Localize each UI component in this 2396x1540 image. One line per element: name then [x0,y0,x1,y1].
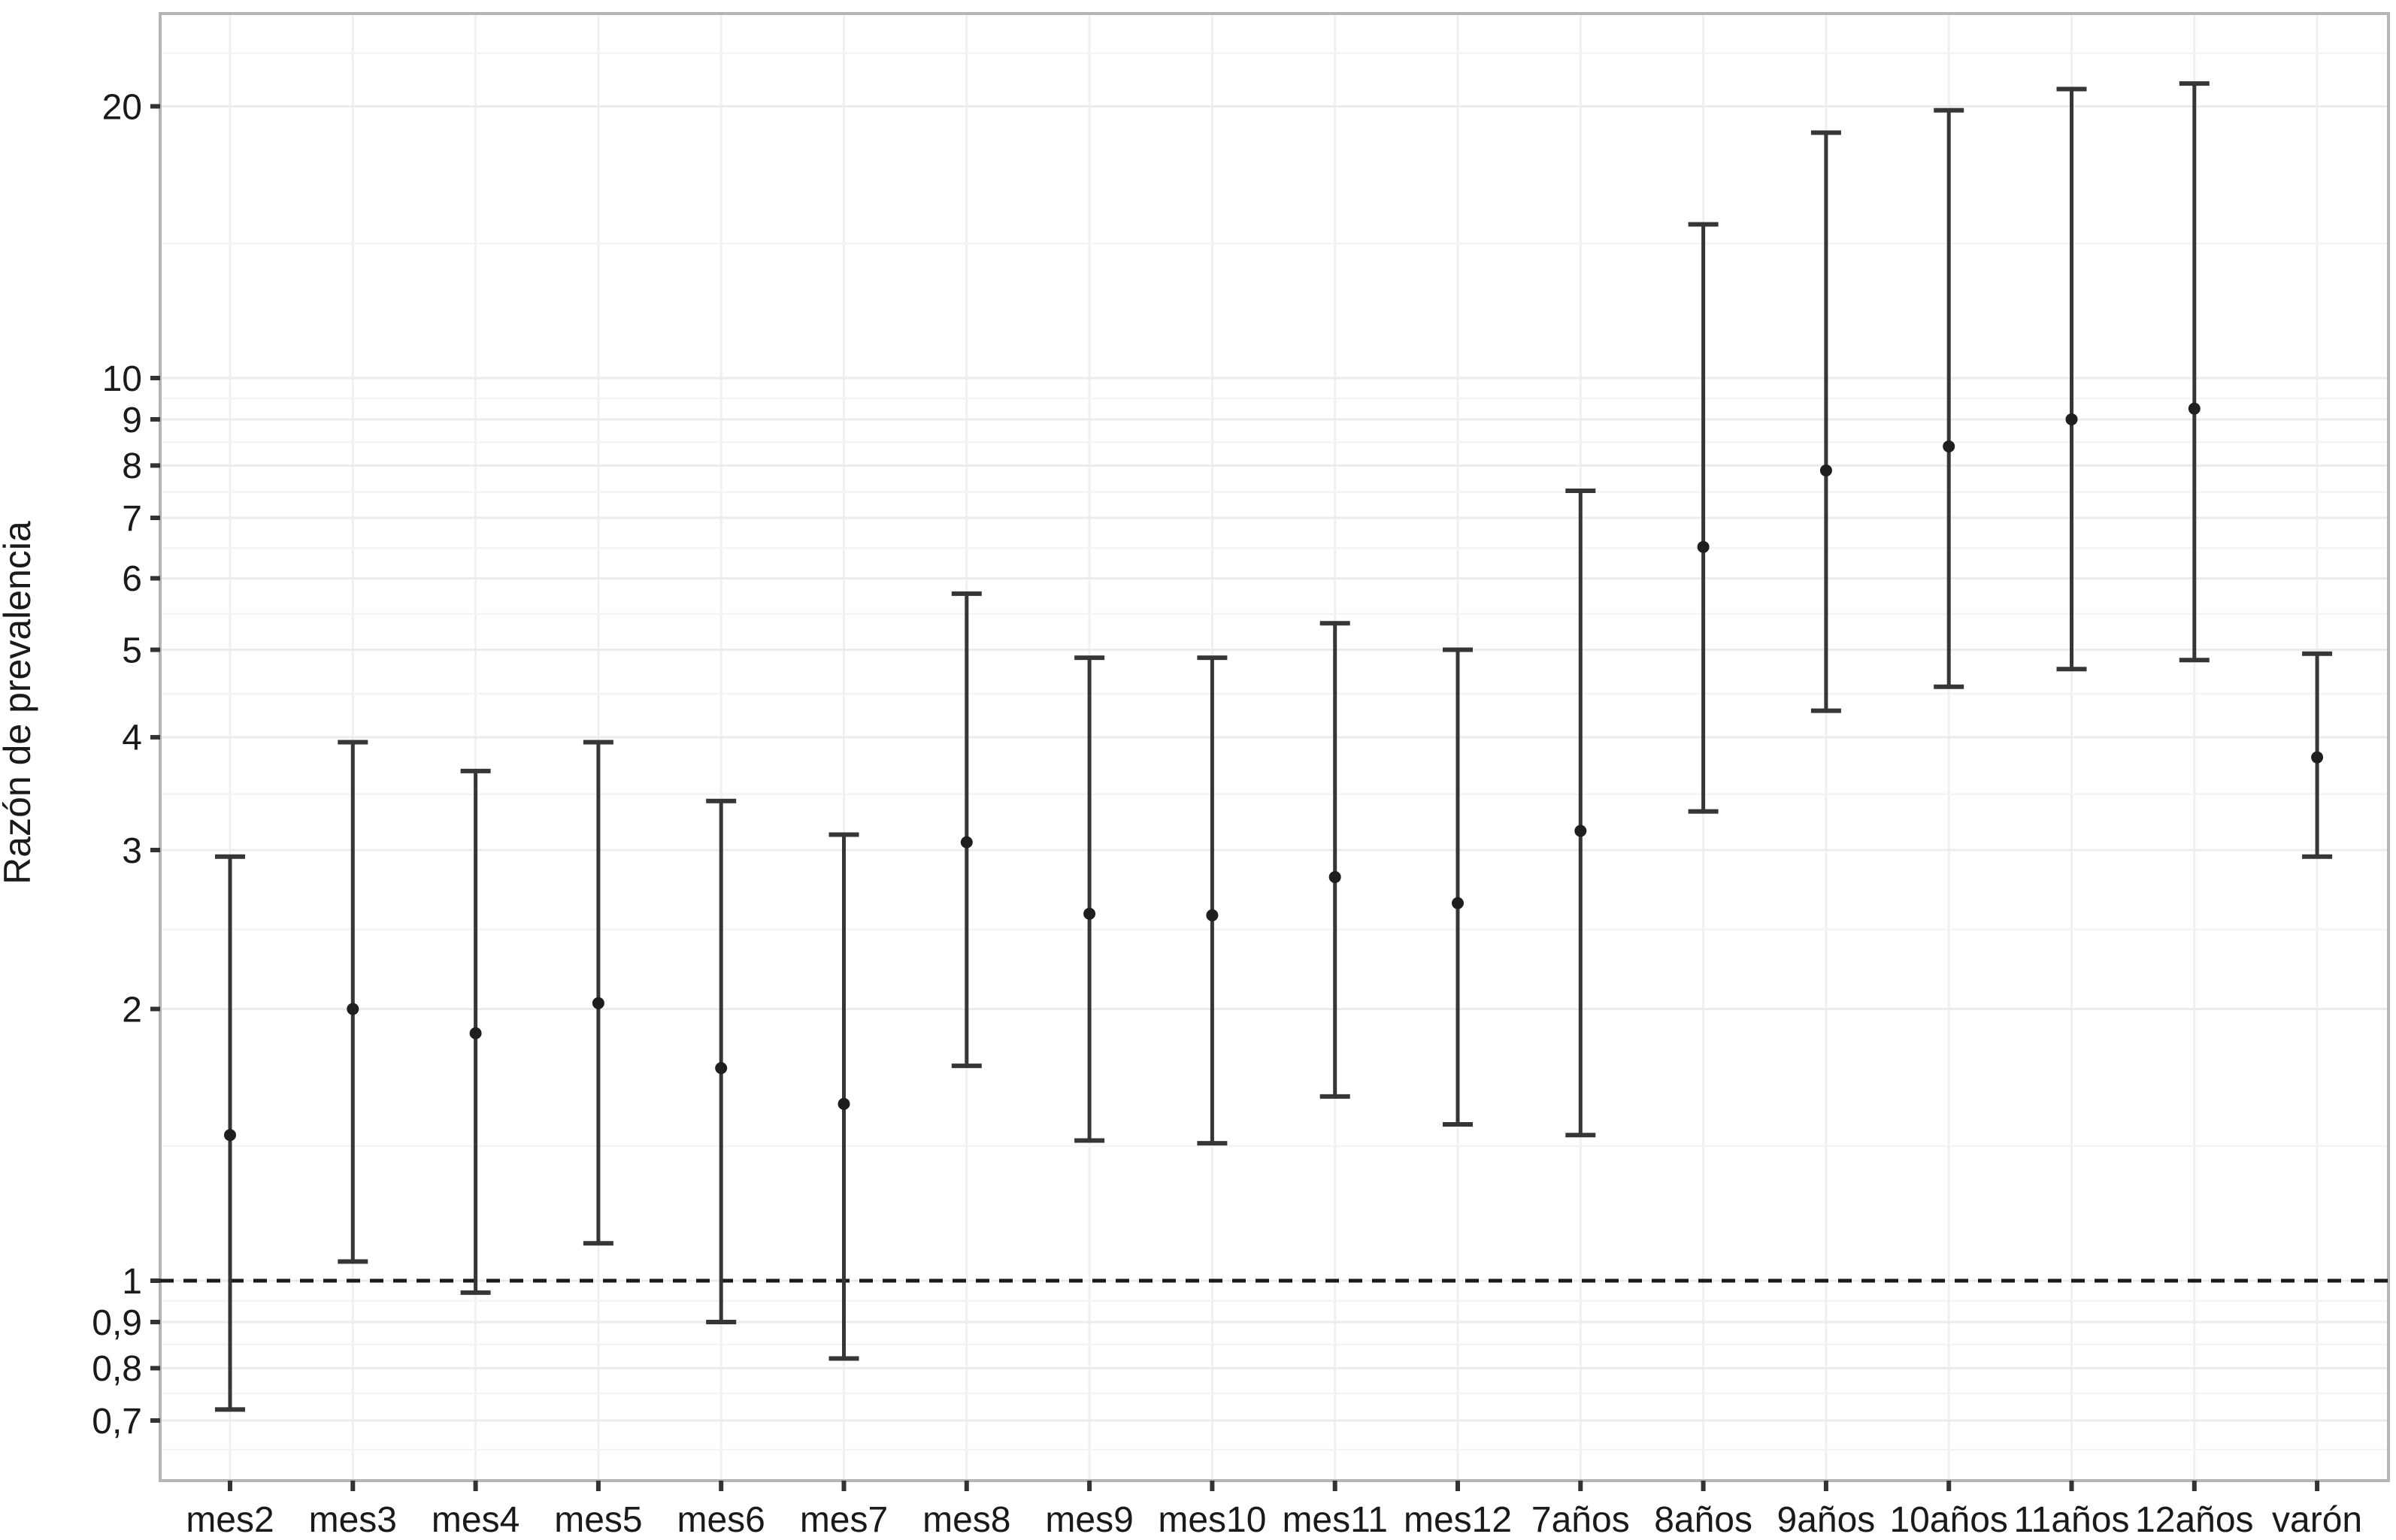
y-tick-label: 20 [102,87,142,127]
point-estimate [838,1097,850,1110]
y-tick-label: 2 [122,990,142,1030]
errorbar-mes4 [460,768,491,1295]
errorbar-7años [1565,489,1596,1138]
y-tick-label: 3 [122,831,142,871]
point-estimate [715,1062,728,1075]
y-tick-label: 5 [122,631,142,670]
errorbar-mes9 [1074,655,1105,1143]
plot-panel [160,14,2388,1481]
y-tick-label: 9 [122,401,142,440]
x-tick-label: 8años [1654,1500,1752,1540]
x-tick-label: mes12 [1404,1500,1512,1540]
x-tick-label: mes11 [1282,1500,1388,1540]
point-estimate [1206,909,1219,921]
errorbar-varón [2302,651,2333,859]
x-tick-label: mes3 [309,1500,397,1540]
errorbar-9años [1810,130,1841,713]
x-tick-label: mes2 [186,1500,274,1540]
panel-border [159,12,2390,1482]
errorbar-mes2 [215,854,245,1412]
y-tick-label: 0,9 [92,1303,142,1343]
y-tick-label: 6 [122,559,142,599]
point-estimate [960,836,973,849]
point-estimate [2188,402,2201,415]
x-tick-label: mes6 [677,1500,765,1540]
x-tick-label: 10años [1889,1500,2007,1540]
x-tick-label: 12años [2135,1500,2253,1540]
x-tick-label: mes8 [922,1500,1010,1540]
point-estimate [1574,824,1587,837]
x-tick-label: 11años [2014,1500,2130,1540]
errorbar-mes10 [1197,655,1228,1146]
point-estimate [1328,870,1341,883]
y-tick-label: 8 [122,446,142,486]
point-estimate [1943,440,1955,452]
point-estimate [1697,540,1710,553]
point-estimate [1819,464,1832,477]
y-tick-label: 10 [102,359,142,399]
errorbar-mes12 [1443,647,1473,1127]
errorbar-12años [2179,81,2210,663]
y-tick-label: 0,7 [92,1402,142,1442]
errorbar-11años [2056,86,2087,672]
x-tick-label: mes5 [554,1500,642,1540]
errorbar-mes7 [828,832,859,1361]
errorbar-mes3 [338,740,368,1264]
y-tick-label: 7 [122,499,142,539]
y-axis-title: Razón de prevalencia [0,521,38,885]
x-tick-label: mes4 [432,1500,519,1540]
point-estimate [1452,897,1464,909]
errorbar-8años [1688,222,1719,814]
errorbar-mes11 [1319,621,1350,1099]
errorbar-10años [1934,107,1964,689]
x-tick-label: mes7 [800,1500,888,1540]
errorbar-mes6 [706,798,737,1324]
point-estimate [1083,907,1096,920]
y-tick-label: 1 [122,1262,142,1302]
x-tick-label: varón [2272,1500,2362,1540]
errorbar-mes8 [951,591,982,1069]
y-tick-label: 4 [122,719,142,758]
point-estimate [347,1003,359,1015]
point-estimate [2065,413,2078,425]
x-tick-label: mes9 [1045,1500,1133,1540]
point-estimate [224,1129,236,1142]
x-tick-label: 7años [1531,1500,1630,1540]
point-estimate [2311,751,2324,764]
x-tick-label: 9años [1777,1500,1876,1540]
y-tick-label: 0,8 [92,1349,142,1389]
point-estimate [592,997,604,1009]
point-estimate [469,1027,482,1039]
errorbar-mes5 [583,740,613,1246]
x-tick-label: mes10 [1158,1500,1266,1540]
